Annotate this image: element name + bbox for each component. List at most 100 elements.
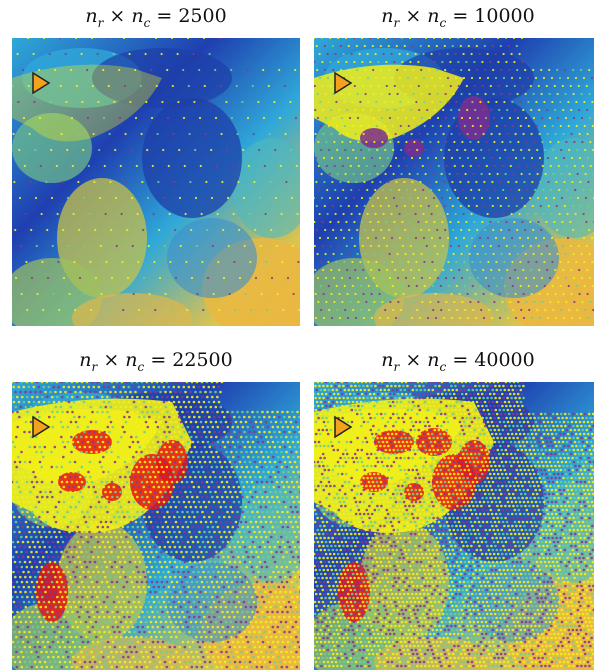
sample-point — [169, 405, 173, 409]
sample-point — [113, 615, 116, 619]
sample-point — [254, 575, 257, 579]
sample-point — [422, 52, 425, 56]
sample-point — [452, 116, 456, 120]
sample-point — [46, 595, 49, 599]
sample-point — [498, 292, 501, 296]
sample-point — [274, 590, 277, 594]
sample-point — [125, 565, 129, 569]
sample-point — [351, 284, 354, 288]
sample-point — [148, 445, 152, 449]
sample-point — [478, 76, 482, 80]
sample-point — [336, 172, 339, 176]
sample-point — [322, 384, 325, 388]
sample-point — [384, 38, 388, 40]
sample-point — [236, 625, 240, 629]
sample-point — [278, 530, 281, 534]
sample-point — [374, 76, 378, 80]
sample-point — [242, 470, 245, 474]
sample-point — [142, 585, 146, 589]
sample-point — [31, 610, 34, 614]
sample-point — [220, 450, 223, 454]
sample-point — [180, 580, 184, 584]
sample-point — [254, 520, 258, 524]
sample-point — [12, 382, 14, 384]
sample-point — [67, 585, 71, 589]
sample-point — [114, 520, 118, 524]
sample-point — [207, 500, 211, 504]
sample-point — [424, 38, 428, 40]
sample-point — [423, 124, 426, 128]
sample-point — [164, 520, 168, 524]
terrain-patch — [167, 562, 257, 642]
sample-point — [54, 405, 58, 409]
sample-point — [44, 605, 48, 609]
sample-point — [109, 605, 113, 609]
sample-point — [326, 212, 329, 216]
sample-point — [504, 308, 507, 312]
sample-point — [246, 425, 250, 429]
sample-point — [164, 605, 168, 609]
sample-point — [96, 495, 99, 499]
sample-point — [121, 595, 124, 599]
sample-point — [106, 38, 110, 40]
sample-point — [201, 595, 204, 599]
sample-point — [82, 655, 85, 659]
panel-3: nr × nc = 22500 — [12, 348, 300, 670]
sample-point — [534, 236, 538, 240]
sample-point — [583, 100, 586, 104]
sample-point — [165, 665, 169, 669]
sample-point — [258, 530, 261, 534]
sample-point — [466, 292, 469, 296]
sample-point — [120, 565, 124, 569]
sample-point — [285, 465, 289, 469]
sample-point — [354, 156, 358, 160]
sample-point — [22, 116, 26, 120]
sample-point — [350, 212, 353, 216]
sample-point — [131, 610, 134, 614]
sample-point — [592, 196, 594, 200]
sample-point — [111, 640, 115, 644]
sample-point — [488, 172, 491, 176]
sample-point — [207, 455, 210, 459]
sample-point — [465, 244, 468, 248]
sample-point — [48, 515, 51, 519]
sample-point — [322, 156, 326, 160]
sample-point — [440, 196, 444, 200]
sample-point — [292, 500, 296, 504]
target-region — [404, 139, 424, 157]
sample-point — [137, 470, 140, 474]
sample-point — [193, 630, 196, 634]
sample-point — [551, 260, 554, 264]
sample-point — [72, 400, 76, 404]
sample-point — [72, 500, 76, 504]
sample-point — [254, 490, 257, 494]
sample-point — [216, 625, 220, 629]
sample-point — [298, 645, 300, 649]
sample-point — [151, 495, 154, 499]
sample-point — [382, 212, 385, 216]
sample-point — [241, 595, 244, 599]
sample-point — [89, 405, 93, 409]
sample-point — [248, 645, 252, 649]
sample-point — [38, 415, 41, 419]
sample-point — [299, 575, 300, 579]
sample-point — [65, 665, 69, 669]
sample-point — [182, 585, 186, 589]
sample-point — [273, 515, 276, 519]
sample-point — [255, 580, 259, 584]
sample-point — [317, 164, 320, 168]
sample-point — [173, 530, 176, 534]
sample-point — [267, 470, 270, 474]
sample-point — [237, 555, 240, 559]
sample-point — [16, 540, 20, 544]
sample-point — [195, 565, 199, 569]
sample-point — [147, 485, 151, 489]
sample-point — [79, 605, 83, 609]
sample-point — [41, 440, 45, 444]
sample-point — [177, 600, 181, 604]
sample-point — [268, 615, 271, 619]
sample-point — [216, 495, 219, 499]
sample-point — [37, 500, 41, 504]
sample-point — [94, 475, 97, 479]
sample-point — [460, 252, 463, 256]
